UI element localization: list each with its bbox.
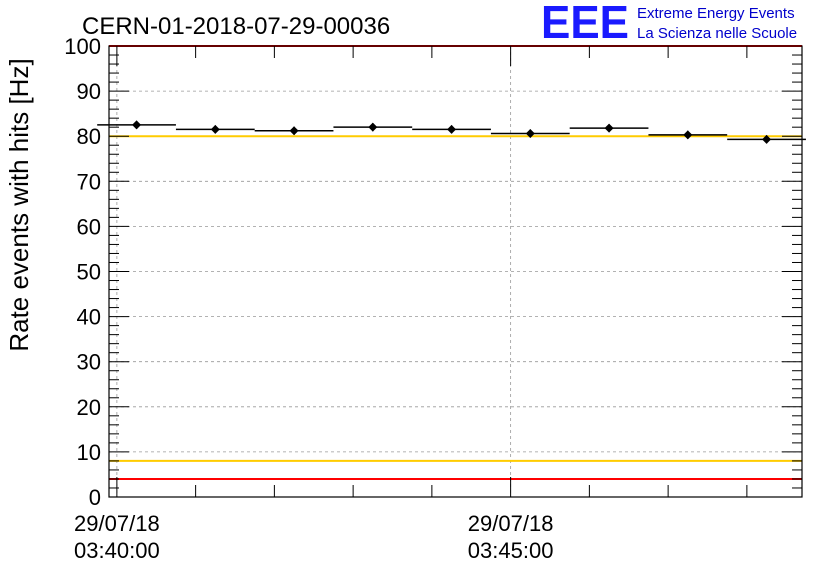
- chart-title: CERN-01-2018-07-29-00036: [82, 13, 390, 40]
- y-tick-label: 50: [77, 260, 101, 285]
- x-tick-date-label: 29/07/18: [468, 511, 554, 536]
- data-point: [648, 130, 728, 140]
- data-point: [569, 123, 649, 133]
- y-tick-label: 80: [77, 124, 101, 149]
- y-axis-label: Rate events with hits [Hz]: [4, 58, 34, 351]
- y-tick-label: 90: [77, 79, 101, 104]
- data-point: [97, 120, 176, 130]
- grid: [109, 46, 802, 497]
- reference-lines: [109, 45, 802, 480]
- point-marker: [604, 123, 614, 133]
- logo-tagline-2: La Scienza nelle Scuole: [637, 25, 797, 42]
- x-tick-time-label: 03:40:00: [74, 538, 160, 563]
- x-tick-date-label: 29/07/18: [74, 511, 160, 536]
- x-tick-time-label: 03:45:00: [468, 538, 554, 563]
- logo-tagline-1: Extreme Energy Events: [637, 5, 795, 22]
- y-tick-label: 30: [77, 350, 101, 375]
- point-marker: [210, 124, 220, 134]
- axes: 010203040506070809010029/07/1803:40:0029…: [64, 34, 802, 563]
- point-marker: [132, 120, 142, 130]
- data-point: [333, 122, 413, 132]
- point-marker: [525, 128, 535, 138]
- point-marker: [289, 126, 299, 136]
- y-tick-label: 10: [77, 440, 101, 465]
- point-marker: [447, 124, 457, 134]
- data-point: [412, 124, 491, 134]
- data-point: [727, 134, 806, 144]
- y-tick-label: 0: [89, 485, 101, 510]
- data-point: [175, 124, 255, 134]
- y-tick-label: 60: [77, 214, 101, 239]
- y-tick-label: 20: [77, 395, 101, 420]
- y-tick-label: 70: [77, 169, 101, 194]
- point-marker: [762, 134, 772, 144]
- data-point: [490, 128, 570, 138]
- eee-logo: EEE: [541, 0, 629, 48]
- point-marker: [683, 130, 693, 140]
- y-tick-label: 40: [77, 305, 101, 330]
- data-series: [97, 120, 806, 144]
- point-marker: [368, 122, 378, 132]
- data-point: [254, 126, 334, 136]
- y-tick-label: 100: [64, 34, 101, 59]
